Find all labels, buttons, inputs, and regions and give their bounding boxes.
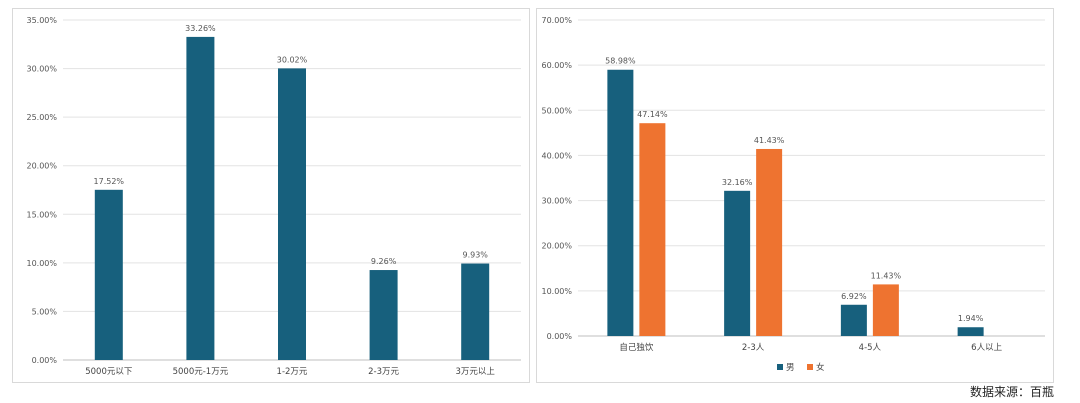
legend-swatch — [777, 364, 783, 370]
y-tick-label: 70.00% — [541, 16, 572, 25]
bar — [186, 36, 215, 360]
income-bar-chart: 0.00% 5.00% 10.00% 15.00% 20.00% 25.00% 30.00%… — [26, 16, 521, 377]
y-tick-label: 30.00% — [26, 65, 57, 74]
data-label: 47.14% — [637, 110, 668, 119]
y-tick-label: 30.00% — [541, 197, 572, 206]
bar-female — [639, 123, 666, 337]
y-tick-label: 35.00% — [26, 16, 57, 25]
y-tick-label: 20.00% — [26, 162, 57, 171]
data-label: 6.92% — [841, 292, 867, 301]
x-category-label: 5000元以下 — [85, 367, 133, 377]
y-tick-label: 5.00% — [32, 307, 58, 316]
legend-label: 女 — [816, 362, 825, 373]
bar-female — [872, 284, 899, 336]
drinking-company-chart-panel: 0.00% 10.00% 20.00% 30.00% 40.00% 50.00% 60.00… — [536, 8, 1054, 383]
bar-male — [724, 190, 751, 336]
data-label: 9.26% — [371, 257, 397, 266]
y-tick-label: 0.00% — [32, 356, 58, 365]
bar-female — [756, 148, 783, 336]
data-label: 32.16% — [722, 178, 753, 187]
y-tick-label: 20.00% — [541, 242, 572, 251]
income-chart-panel: 0.00% 5.00% 10.00% 15.00% 20.00% 25.00% 30.00%… — [12, 8, 530, 383]
y-tick-label: 15.00% — [26, 210, 57, 219]
x-category-label: 1-2万元 — [277, 367, 308, 377]
data-source-note: 数据来源：百瓶 — [969, 385, 1054, 399]
y-tick-label: 60.00% — [541, 61, 572, 70]
y-tick-label: 0.00% — [547, 332, 573, 341]
x-category-label: 自己独饮 — [619, 342, 654, 353]
bar — [94, 189, 123, 360]
x-category-label: 5000元-1万元 — [173, 367, 229, 377]
data-label: 30.02% — [277, 55, 308, 64]
x-category-label: 2-3人 — [742, 343, 765, 353]
data-label: 41.43% — [754, 136, 785, 145]
x-category-label: 3万元以上 — [455, 367, 495, 377]
x-category-label: 2-3万元 — [368, 367, 399, 377]
y-tick-label: 40.00% — [541, 151, 572, 160]
data-label: 58.98% — [605, 57, 636, 66]
y-tick-label: 10.00% — [26, 259, 57, 268]
legend-label: 男 — [786, 363, 795, 373]
data-label: 1.94% — [958, 314, 984, 323]
bar — [278, 68, 306, 361]
x-category-label: 4-5人 — [859, 343, 882, 353]
bar-male — [607, 69, 634, 336]
y-tick-label: 50.00% — [541, 106, 572, 115]
data-label: 11.43% — [871, 271, 902, 280]
data-label: 9.93% — [462, 251, 488, 260]
bar-male — [840, 304, 867, 336]
data-label: 33.26% — [185, 24, 216, 33]
legend-swatch — [807, 364, 813, 370]
drinking-company-bar-chart: 0.00% 10.00% 20.00% 30.00% 40.00% 50.00% 60.00… — [541, 16, 1045, 373]
y-tick-label: 10.00% — [541, 287, 572, 296]
bar — [369, 270, 398, 360]
data-label: 17.52% — [94, 177, 125, 186]
x-category-label: 6人以上 — [971, 343, 1002, 353]
y-tick-label: 25.00% — [26, 113, 57, 122]
bar — [461, 263, 490, 360]
bar-male — [957, 327, 984, 336]
